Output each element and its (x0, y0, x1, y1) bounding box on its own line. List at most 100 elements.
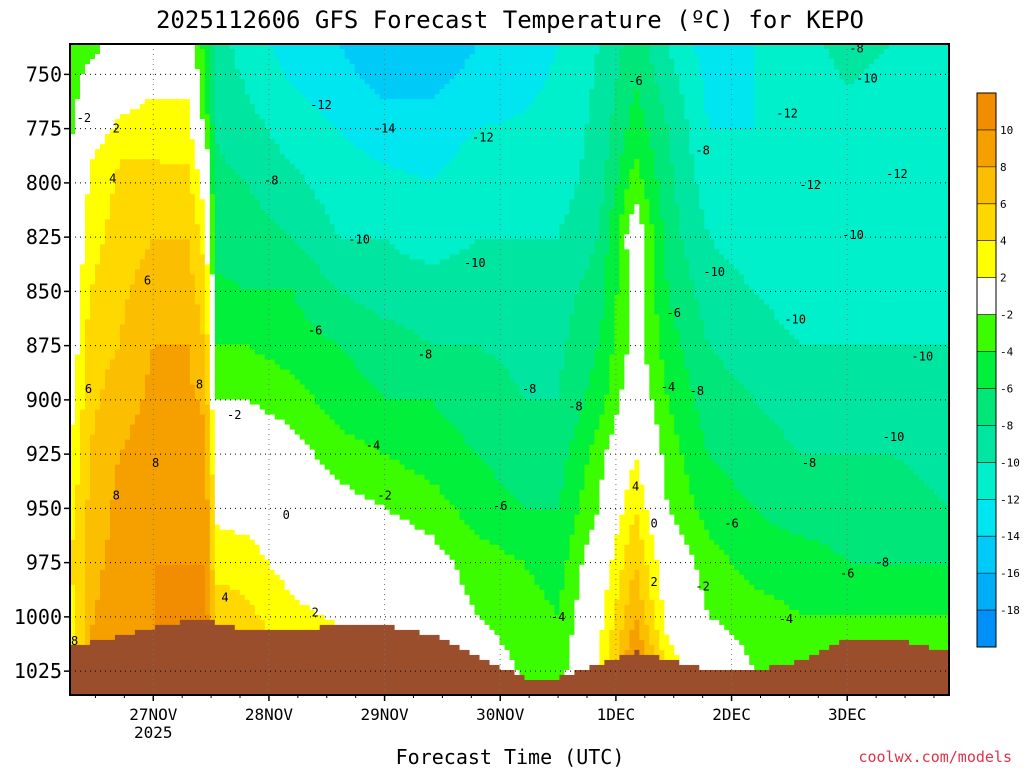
field-cell (110, 214, 116, 220)
field-cell (85, 54, 91, 60)
field-cell (115, 510, 121, 516)
field-cell (110, 194, 116, 200)
field-cell (75, 69, 81, 75)
field-cell (85, 214, 91, 220)
field-cell (145, 89, 151, 95)
field-cell (110, 420, 116, 426)
field-cell (75, 99, 81, 105)
field-cell (140, 349, 146, 355)
field-cell (95, 304, 101, 310)
field-cell (85, 680, 91, 686)
field-cell (130, 349, 136, 355)
field-cell (80, 299, 86, 305)
field-cell (130, 455, 136, 461)
field-cell (75, 535, 81, 541)
field-cell (120, 349, 126, 355)
field-cell (75, 445, 81, 451)
field-cell (95, 89, 101, 95)
field-cell (90, 259, 96, 265)
field-cell (80, 495, 86, 501)
field-cell (100, 299, 106, 305)
field-cell (105, 94, 111, 100)
field-cell (110, 69, 116, 75)
field-cell (105, 685, 111, 691)
field-cell (115, 224, 121, 230)
field-cell (130, 595, 136, 601)
field-cell (100, 410, 106, 416)
field-cell (135, 204, 141, 210)
field-cell (105, 675, 111, 681)
field-cell (125, 314, 131, 320)
field-cell (115, 144, 121, 150)
field-cell (130, 134, 136, 140)
field-cell (85, 269, 91, 275)
field-cell (130, 359, 136, 365)
field-cell (130, 620, 136, 626)
field-cell (115, 565, 121, 571)
field-cell (100, 505, 106, 511)
field-cell (120, 354, 126, 360)
field-cell (120, 264, 126, 270)
field-cell (120, 520, 126, 526)
field-cell (90, 500, 96, 506)
field-cell (130, 555, 136, 561)
field-cell (90, 339, 96, 345)
field-cell (105, 585, 111, 591)
field-cell (130, 289, 136, 295)
field-cell (145, 249, 151, 255)
field-cell (125, 279, 131, 285)
field-cell (115, 400, 121, 406)
field-cell (140, 405, 146, 411)
field-cell (90, 665, 96, 671)
field-cell (85, 94, 91, 100)
field-cell (85, 465, 91, 471)
field-cell (115, 415, 121, 421)
field-cell (90, 174, 96, 180)
field-cell (140, 445, 146, 451)
field-cell (80, 405, 86, 411)
field-cell (95, 555, 101, 561)
field-cell (110, 600, 116, 606)
field-cell (140, 134, 146, 140)
field-cell (85, 104, 91, 110)
field-cell (95, 390, 101, 396)
field-cell (110, 540, 116, 546)
field-cell (115, 390, 121, 396)
field-cell (75, 540, 81, 546)
field-cell (140, 635, 146, 641)
field-cell (80, 435, 86, 441)
field-cell (100, 249, 106, 255)
field-cell (100, 555, 106, 561)
field-cell (120, 680, 126, 686)
field-cell (95, 59, 101, 65)
field-cell (130, 430, 136, 436)
field-cell (140, 665, 146, 671)
field-cell (95, 545, 101, 551)
field-cell (125, 274, 131, 280)
field-cell (80, 585, 86, 591)
field-cell (90, 525, 96, 531)
field-cell (125, 304, 131, 310)
field-cell (125, 455, 131, 461)
field-cell (115, 349, 121, 355)
field-cell (145, 209, 151, 215)
field-cell (100, 615, 106, 621)
field-cell (85, 565, 91, 571)
field-cell (105, 49, 111, 55)
field-cell (135, 334, 141, 340)
field-cell (85, 545, 91, 551)
field-cell (145, 144, 151, 150)
field-cell (90, 334, 96, 340)
field-cell (75, 610, 81, 616)
field-cell (100, 184, 106, 190)
field-cell (115, 605, 121, 611)
field-cell (140, 354, 146, 360)
field-cell (125, 154, 131, 160)
field-cell (135, 199, 141, 205)
field-cell (125, 149, 131, 155)
field-cell (140, 174, 146, 180)
field-cell (80, 525, 86, 531)
field-cell (135, 184, 141, 190)
field-cell (140, 545, 146, 551)
field-cell (75, 520, 81, 526)
